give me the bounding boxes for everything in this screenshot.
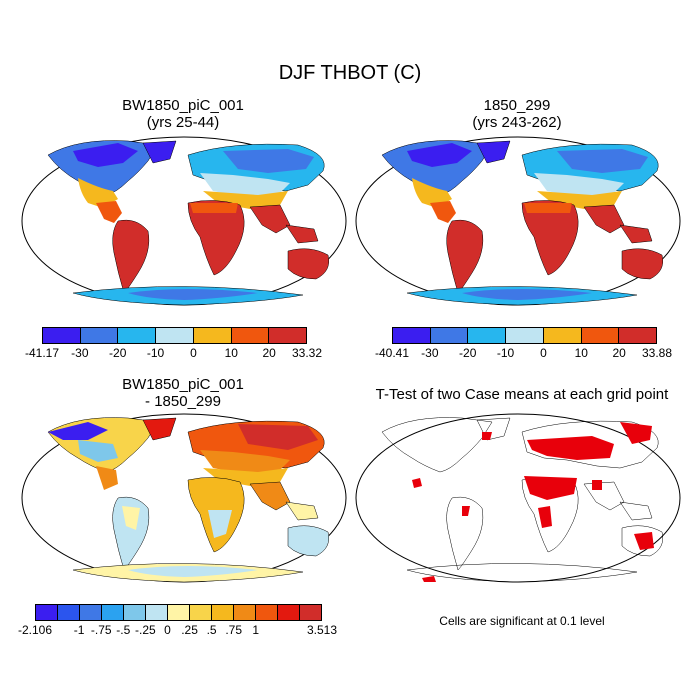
cb3-label-5: 0 — [164, 623, 171, 637]
panel-1-colorbar — [42, 327, 307, 344]
cb2-swatch-0 — [393, 328, 431, 343]
panel-3-title-line2: - 1850_299 — [145, 393, 221, 410]
cb3-label-3: -.5 — [116, 623, 131, 637]
cb3-label-0: -2.106 — [17, 623, 53, 637]
figure-title: DJF THBOT (C) — [278, 62, 422, 84]
cb2-label-7: 33.88 — [641, 346, 673, 360]
cb1-swatch-0 — [43, 328, 81, 343]
panel-2-colorbar — [392, 327, 657, 344]
cb3-swatch-5 — [146, 605, 168, 620]
cb3-swatch-1 — [58, 605, 80, 620]
cb2-label-5: 10 — [574, 346, 588, 360]
cb3-swatch-8 — [212, 605, 234, 620]
cb2-swatch-4 — [543, 328, 582, 343]
cb2-label-6: 20 — [612, 346, 626, 360]
cb3-label-2: -.75 — [90, 623, 112, 637]
cb1-swatch-6 — [269, 328, 307, 343]
cb1-label-6: 20 — [262, 346, 276, 360]
cb3-swatch-4 — [124, 605, 146, 620]
cb1-label-4: 0 — [190, 346, 197, 360]
cb1-label-5: 10 — [224, 346, 238, 360]
cb1-label-2: -20 — [109, 346, 127, 360]
panel-1-title-line2: (yrs 25-44) — [146, 114, 220, 131]
panel-2-title-line2: (yrs 243-262) — [472, 114, 562, 131]
cb2-label-4: 0 — [540, 346, 547, 360]
cb2-swatch-5 — [581, 328, 620, 343]
cb1-swatch-4 — [193, 328, 232, 343]
cb3-label-9: 1 — [252, 623, 260, 637]
cb3-swatch-10 — [256, 605, 278, 620]
panel-4-map — [355, 413, 681, 583]
panel-1-title: BW1850_piC_001 (yrs 25-44) — [18, 97, 348, 131]
cb2-label-2: -20 — [459, 346, 477, 360]
cb3-label-4: -.25 — [135, 623, 156, 637]
cb2-label-0: -40.41 — [374, 346, 410, 360]
cb2-label-1: -30 — [421, 346, 439, 360]
cb1-swatch-3 — [156, 328, 194, 343]
cb2-swatch-6 — [619, 328, 657, 343]
cb1-label-7: 33.32 — [291, 346, 323, 360]
cb2-swatch-2 — [468, 328, 507, 343]
cb3-swatch-2 — [80, 605, 102, 620]
cb2-label-3: -10 — [496, 346, 515, 360]
cb1-label-0: -41.17 — [24, 346, 60, 360]
cb3-label-6: .25 — [181, 623, 198, 637]
panel-2-map — [355, 136, 681, 306]
cb1-swatch-2 — [118, 328, 157, 343]
significance-note: Cells are significant at 0.1 level — [439, 614, 605, 628]
cb1-label-3: -10 — [146, 346, 165, 360]
cb3-swatch-6 — [168, 605, 190, 620]
cb1-swatch-5 — [231, 328, 270, 343]
cb3-swatch-0 — [36, 605, 58, 620]
panel-4-title-line1: T-Test of two Case means at each grid po… — [375, 386, 669, 403]
cb3-swatch-9 — [234, 605, 256, 620]
cb3-swatch-7 — [190, 605, 212, 620]
cb1-label-1: -30 — [71, 346, 89, 360]
cb3-swatch-3 — [102, 605, 124, 620]
cb2-swatch-1 — [430, 328, 469, 343]
panel-1-map — [21, 136, 347, 306]
panel-3-title-line1: BW1850_piC_001 — [122, 376, 244, 393]
cb3-label-8: .75 — [225, 623, 243, 637]
panel-3-map — [21, 413, 347, 583]
panel-2-title: 1850_299 (yrs 243-262) — [352, 97, 682, 131]
cb3-swatch-12 — [300, 605, 321, 620]
cb1-swatch-1 — [80, 328, 119, 343]
cb3-label-10: 3.513 — [306, 623, 338, 637]
panel-3-title: BW1850_piC_001 - 1850_299 — [18, 376, 348, 410]
cb3-label-1: -1 — [73, 623, 85, 637]
panel-1-title-line1: BW1850_piC_001 — [122, 97, 244, 114]
cb2-swatch-3 — [506, 328, 544, 343]
panel-3-colorbar — [35, 604, 322, 621]
panel-2-title-line1: 1850_299 — [483, 97, 551, 114]
cb3-swatch-11 — [278, 605, 300, 620]
panel-4-title: T-Test of two Case means at each grid po… — [352, 386, 692, 403]
cb3-label-7: .5 — [206, 623, 217, 637]
